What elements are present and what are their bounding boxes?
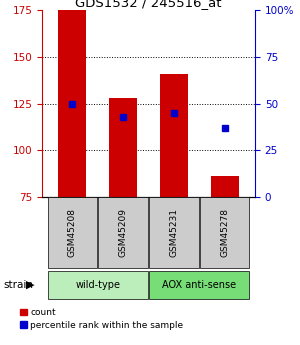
Bar: [58, 10, 86, 197]
Text: ▶: ▶: [26, 280, 34, 289]
Text: AOX anti-sense: AOX anti-sense: [162, 280, 236, 289]
Legend: count, percentile rank within the sample: count, percentile rank within the sample: [20, 308, 184, 330]
Bar: [149, 270, 249, 298]
Text: GSM45209: GSM45209: [118, 208, 127, 257]
Bar: [98, 197, 148, 268]
Bar: [48, 197, 97, 268]
Bar: [149, 197, 199, 268]
Bar: [200, 197, 249, 268]
Text: GSM45278: GSM45278: [220, 208, 229, 257]
Bar: [160, 74, 188, 197]
Bar: [211, 176, 239, 197]
Bar: [109, 98, 137, 197]
Text: GSM45208: GSM45208: [68, 208, 77, 257]
Title: GDS1532 / 245516_at: GDS1532 / 245516_at: [75, 0, 222, 9]
Text: GSM45231: GSM45231: [169, 208, 178, 257]
Text: wild-type: wild-type: [75, 280, 120, 289]
Text: strain: strain: [3, 280, 33, 289]
Bar: [48, 270, 148, 298]
